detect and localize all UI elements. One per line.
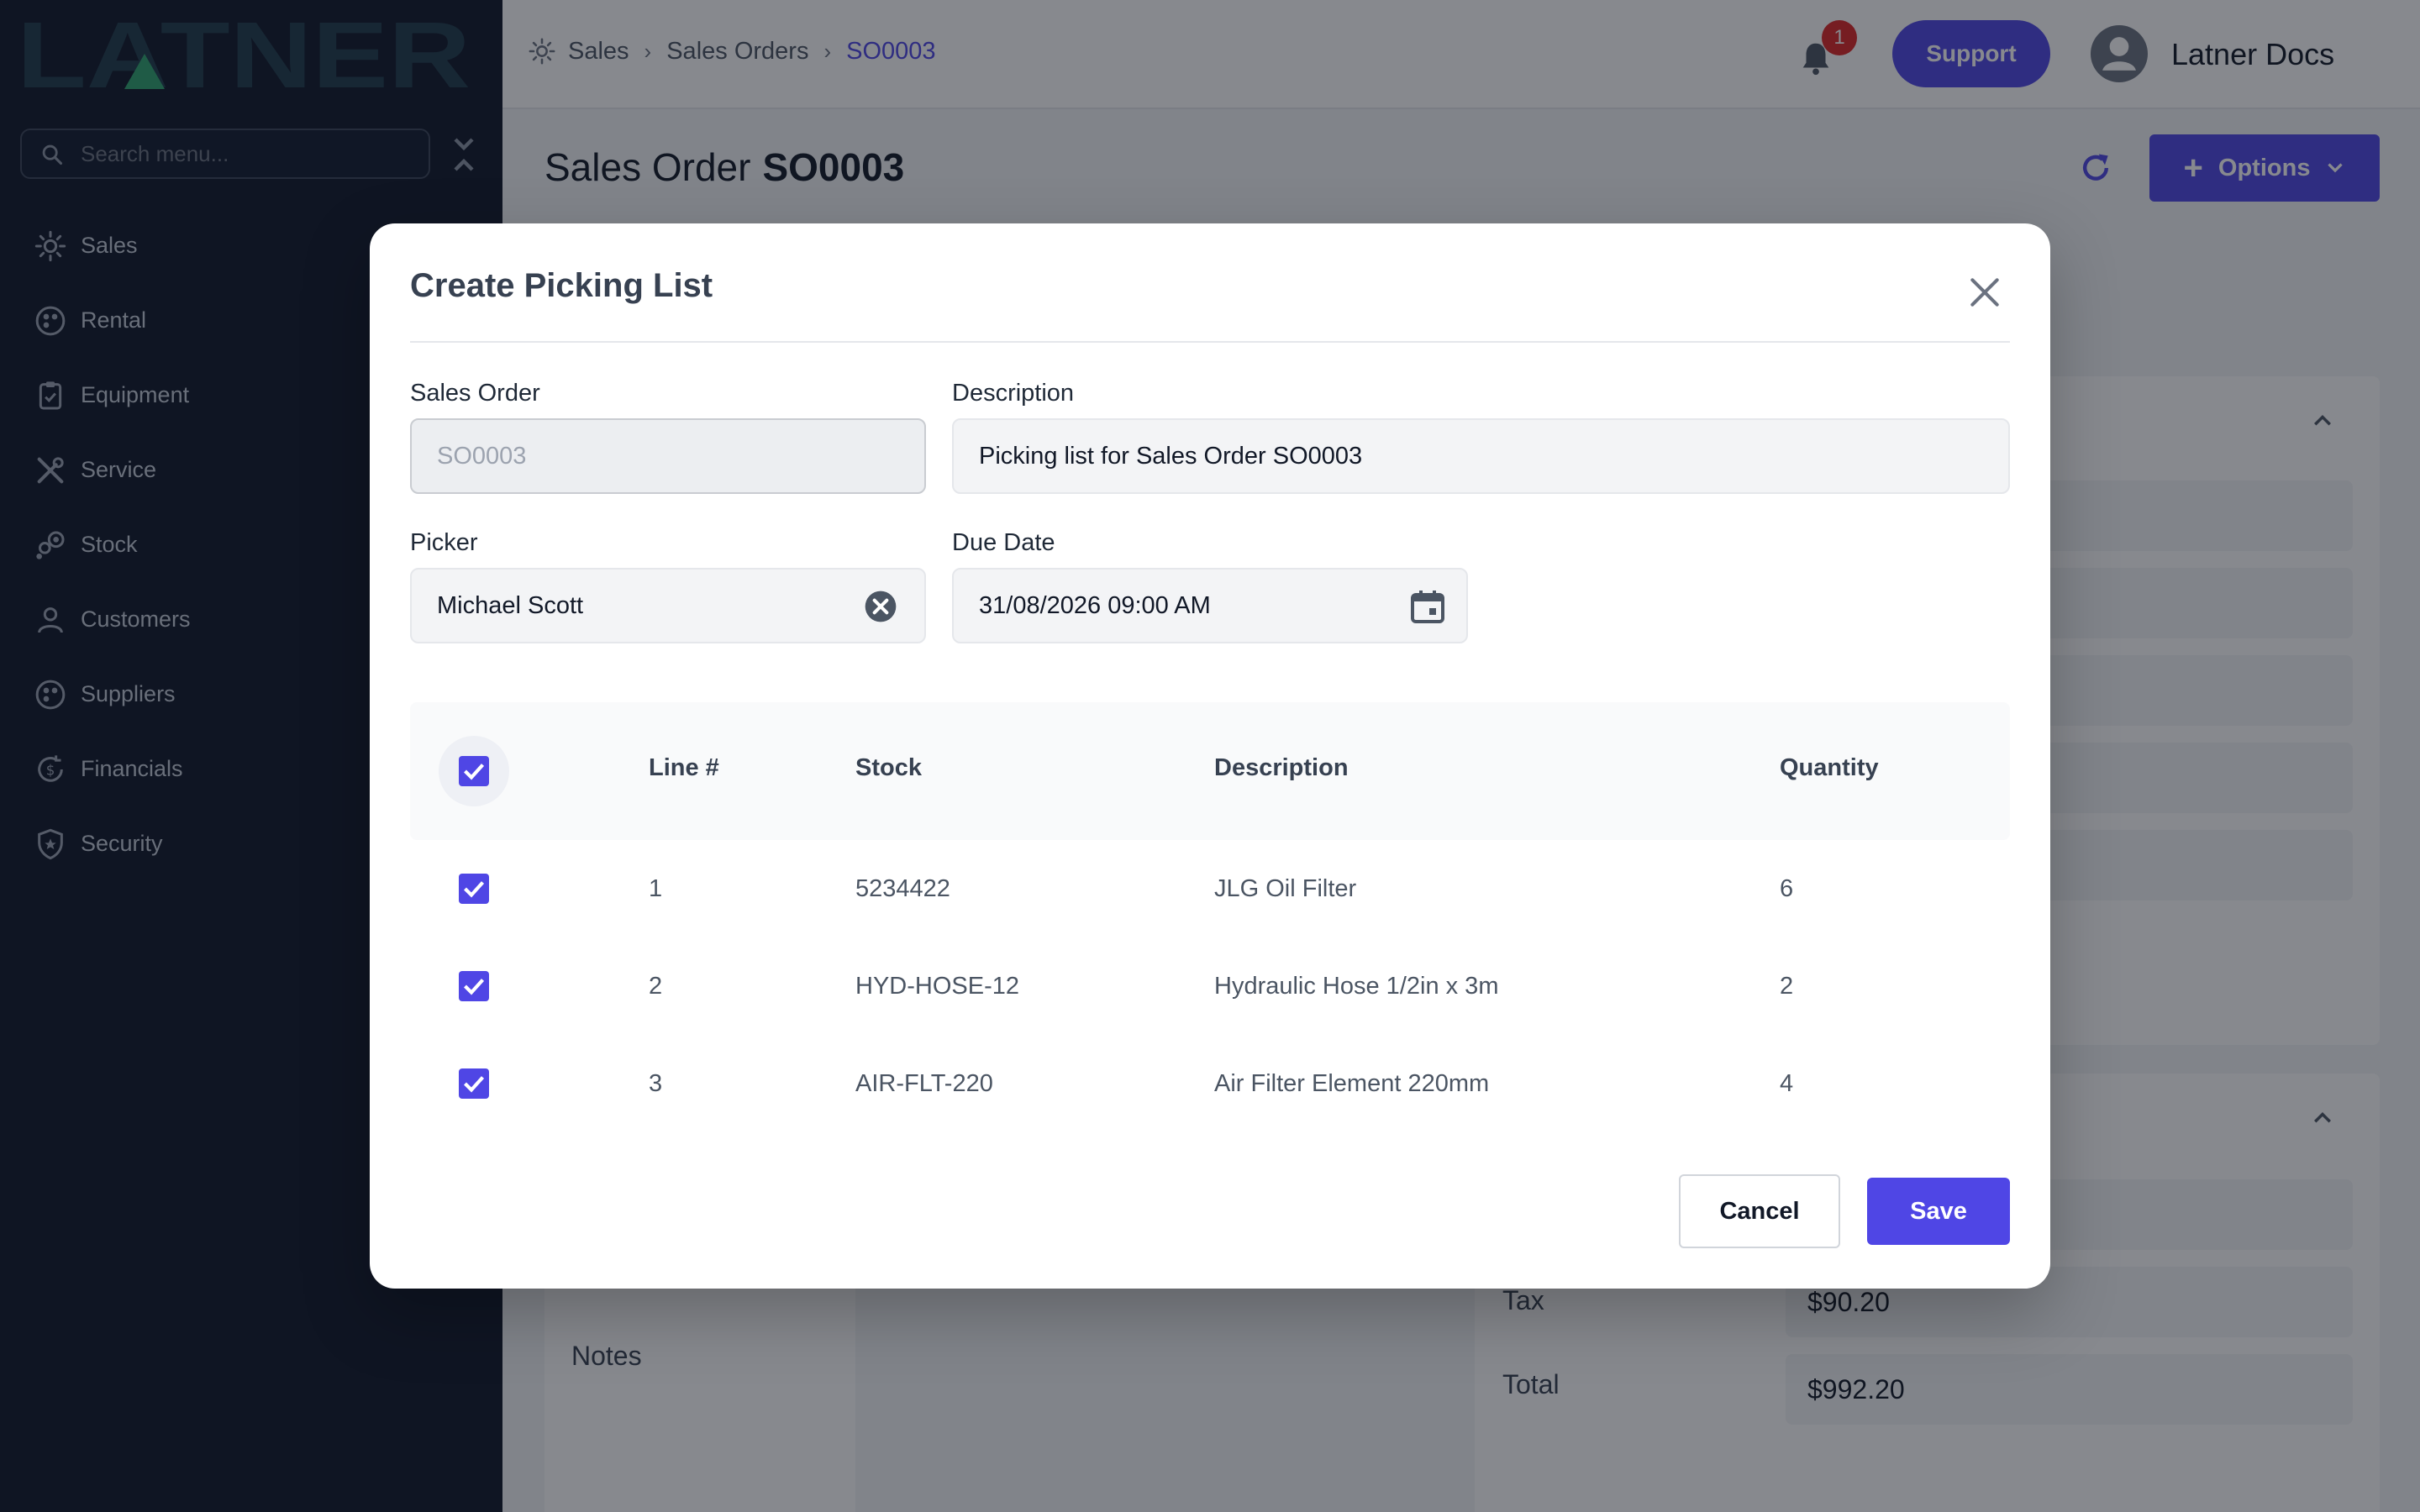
cancel-button[interactable]: Cancel [1679,1174,1840,1248]
cell-quantity: 2 [1780,973,1794,1000]
save-button[interactable]: Save [1867,1178,2010,1245]
column-header-description[interactable]: Description [1214,754,1349,781]
cell-quantity: 4 [1780,1070,1794,1097]
table-row[interactable]: 1 5234422 JLG Oil Filter 6 [410,840,2010,937]
description-field[interactable]: Picking list for Sales Order SO0003 [952,418,2010,494]
select-all-checkbox[interactable] [459,756,489,786]
cell-stock: AIR-FLT-220 [855,1070,993,1097]
column-header-line[interactable]: Line # [649,754,719,781]
sales-order-label: Sales Order [410,380,540,407]
table-row[interactable]: 2 HYD-HOSE-12 Hydraulic Hose 1/2in x 3m … [410,937,2010,1035]
cell-line: 3 [649,1070,663,1097]
cell-line: 2 [649,973,663,1000]
clear-icon[interactable] [862,588,899,625]
modal-title: Create Picking List [410,267,713,304]
picker-label: Picker [410,529,478,556]
row-checkbox[interactable] [459,1068,489,1099]
row-checkbox[interactable] [459,874,489,904]
row-checkbox[interactable] [459,971,489,1001]
cell-line: 1 [649,875,663,902]
due-date-label: Due Date [952,529,1055,556]
cell-description: Hydraulic Hose 1/2in x 3m [1214,973,1499,1000]
picker-field[interactable]: Michael Scott [410,568,926,643]
cell-description: JLG Oil Filter [1214,875,1357,902]
table-header: Line # Stock Description Quantity [410,702,2010,840]
column-header-stock[interactable]: Stock [855,754,922,781]
close-icon[interactable] [1966,274,2003,311]
description-value: Picking list for Sales Order SO0003 [979,442,1363,470]
check-icon [464,881,485,898]
description-label: Description [952,380,1075,407]
sales-order-value: SO0003 [437,442,527,470]
cell-stock: HYD-HOSE-12 [855,973,1019,1000]
cell-stock: 5234422 [855,875,950,902]
picker-value: Michael Scott [437,591,584,619]
due-date-field[interactable]: 31/08/2026 09:00 AM [952,568,1468,643]
calendar-icon[interactable] [1407,586,1448,627]
picking-lines-table: Line # Stock Description Quantity 1 5234… [410,702,2010,1132]
cell-quantity: 6 [1780,875,1794,902]
divider [410,341,2010,343]
check-icon [464,1076,485,1093]
due-date-value: 31/08/2026 09:00 AM [979,591,1211,619]
create-picking-list-dialog: Create Picking List Sales Order SO0003 D… [370,223,2050,1289]
table-row[interactable]: 3 AIR-FLT-220 Air Filter Element 220mm 4 [410,1035,2010,1132]
sales-order-field: SO0003 [410,418,926,494]
check-icon [464,764,485,780]
cell-description: Air Filter Element 220mm [1214,1070,1490,1097]
check-icon [464,979,485,995]
column-header-quantity[interactable]: Quantity [1780,754,1879,781]
